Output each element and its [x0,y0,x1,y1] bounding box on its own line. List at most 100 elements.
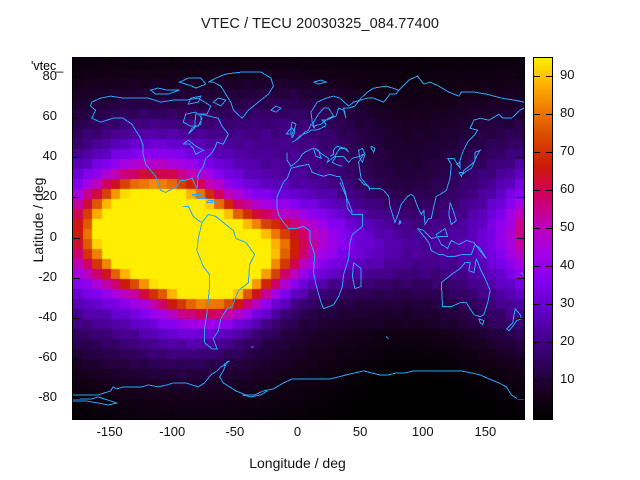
coastline-path [90,95,229,193]
coastline-path [358,147,366,164]
coastline-path [370,145,376,154]
y-axis-tick-label: -80 [38,388,57,404]
coastline-path [440,258,491,318]
y-axis-tick-label: 0 [49,228,57,244]
y-axis-tick-label: -20 [38,268,57,284]
x-axis-tick-label: -150 [96,424,123,439]
x-axis-tick-label: 150 [474,424,497,439]
x-axis-tick-mark [235,412,236,419]
y-axis-tick-mark-right [517,318,524,319]
coastline-path [178,77,207,89]
y-axis-tick-label: 60 [42,108,57,124]
coastline-path [241,390,268,398]
coastline-path [339,182,353,213]
colorbar-tick-mark [534,228,540,229]
coastline-path [196,213,256,350]
coastline-path [458,171,464,178]
y-axis-tick-mark-right [517,278,524,279]
x-axis-tick-mark [110,412,111,419]
coastline-overlay [73,71,524,406]
x-axis-tick-label: 50 [352,424,368,439]
colorbar-tick-label: 70 [560,143,575,158]
x-axis-tick-label: 100 [411,424,434,439]
coastline-path [331,107,524,227]
colorbar-tick-mark [534,380,540,381]
coastline-path [448,202,457,226]
y-axis-tick-label: 80 [42,68,57,84]
colorbar-tick-mark-right [546,342,552,343]
coastline-path [182,139,205,156]
x-axis-tick-mark-top [235,58,236,65]
y-axis-tick-mark-right [517,157,524,158]
colorbar-tick-mark [534,152,540,153]
x-axis-tick-mark-top [172,58,173,65]
colorbar-tick-mark [534,342,540,343]
x-axis-tick-mark-top [298,58,299,65]
y-axis-tick-label: -60 [38,348,57,364]
colorbar-tick-label: 90 [560,67,575,82]
plot-key-label: 'vtec_ [31,59,64,73]
colorbar-tick-label: 60 [560,181,575,196]
coastline-path [505,308,523,332]
map-plot-area[interactable] [72,57,525,420]
coastline-path [285,126,292,135]
y-axis-tick-mark-right [517,238,524,239]
x-axis-tick-mark-top [485,58,486,65]
colorbar-tick-label: 20 [560,333,575,348]
coastline-path [398,219,402,225]
colorbar-tick-label: 80 [560,105,575,120]
y-axis-tick-mark [73,318,80,319]
coastline-path [291,85,400,143]
x-axis-tick-mark [360,412,361,419]
colorbar-tick-label: 50 [560,219,575,234]
colorbar-tick-label: 10 [560,371,575,386]
coastline-path [187,95,202,105]
y-axis-tick-mark [73,77,80,78]
y-axis-tick-mark [73,117,80,118]
colorbar-tick-mark-right [546,76,552,77]
coastline-path [456,161,461,168]
x-axis-tick-mark [423,412,424,419]
coastline-path [183,205,203,223]
coastline-path [385,336,390,340]
coastline-path [417,227,487,259]
x-axis-tick-mark [485,412,486,419]
colorbar-tick-mark [534,114,540,115]
figure-title: VTEC / TECU 20030325_084.77400 [200,16,440,32]
coastline-path [270,105,282,113]
x-axis-title: Longitude / deg [249,455,346,471]
coastline-path [313,107,335,127]
coastline-path [462,149,482,175]
coastline-path [149,87,180,95]
coastline-path [73,363,524,400]
y-axis-tick-mark [73,278,80,279]
x-axis-tick-mark [298,412,299,419]
coastline-path [313,79,328,85]
x-axis-tick-mark-top [110,58,111,65]
vtec-heatmap-canvas [73,58,524,419]
x-axis-tick-label: -50 [225,424,245,439]
x-axis-tick-mark-top [360,58,361,65]
y-axis-tick-mark [73,238,80,239]
coastline-path [478,318,485,326]
colorbar-gradient [534,58,552,419]
colorbar-tick-mark [534,304,540,305]
colorbar-tick-mark-right [546,266,552,267]
colorbar-tick-mark-right [546,304,552,305]
colorbar-tick-mark-right [546,380,552,381]
y-axis-tick-mark-right [517,197,524,198]
coastline-path [290,121,297,139]
coastline-path [398,75,524,103]
colorbar[interactable] [533,57,553,420]
colorbar-tick-mark [534,190,540,191]
coastline-path [182,111,203,127]
colorbar-tick-label: 30 [560,295,575,310]
colorbar-tick-mark-right [546,190,552,191]
coastline-path [191,193,208,199]
coastline-path [276,163,363,310]
colorbar-tick-mark-right [546,228,552,229]
coastline-path [351,262,362,290]
colorbar-tick-mark [534,266,540,267]
y-axis-tick-label: -40 [38,308,57,324]
